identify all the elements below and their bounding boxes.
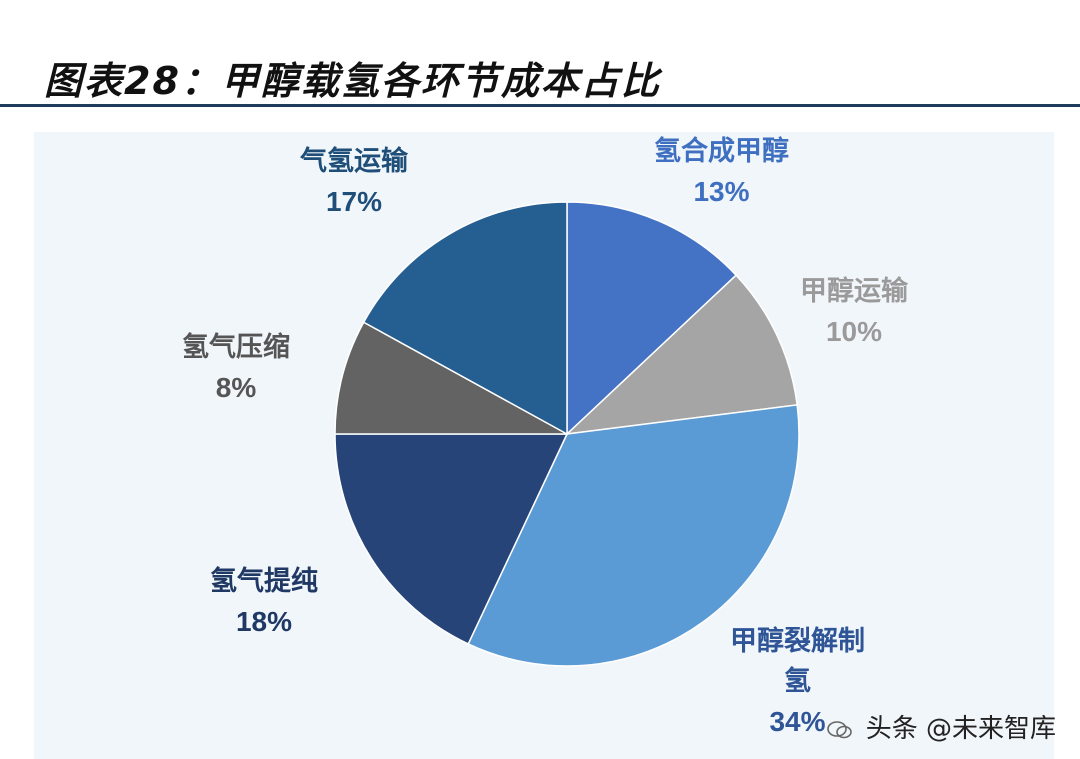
label-methanol-cracking: 甲醇裂解制 氢 34% bbox=[730, 622, 865, 742]
pie-chart bbox=[334, 201, 800, 667]
label-percent: 13% bbox=[693, 176, 750, 207]
pie-slice-0 bbox=[566, 201, 738, 436]
label-gaseous-hydrogen-transport: 气氢运输 17% bbox=[300, 142, 408, 222]
label-text: 氢合成甲醇 bbox=[654, 136, 789, 167]
label-percent: 17% bbox=[325, 186, 383, 217]
chart-title: 图表28：甲醇载氢各环节成本占比 bbox=[44, 59, 661, 103]
watermark-source: 头条 bbox=[865, 714, 918, 744]
label-percent: 10% bbox=[825, 316, 883, 347]
pie-slice-3 bbox=[334, 433, 569, 645]
label-percent: 34% bbox=[769, 706, 826, 737]
pie-slice-2 bbox=[467, 404, 800, 667]
chart-panel: 氢合成甲醇 13% 甲醇运输 10% 甲醇裂解制 氢 34% 氢气提纯 18% … bbox=[34, 132, 1054, 759]
title-divider bbox=[0, 104, 1080, 107]
label-text-line2: 氢 bbox=[784, 666, 811, 697]
label-percent: 18% bbox=[235, 606, 293, 637]
label-hydrogen-purification: 氢气提纯 18% bbox=[210, 562, 318, 642]
pie-slice-1 bbox=[564, 274, 799, 436]
label-text: 甲醇运输 bbox=[800, 276, 908, 307]
label-hydrogen-methanol-synthesis: 氢合成甲醇 13% bbox=[654, 132, 789, 212]
label-text: 气氢运输 bbox=[300, 146, 408, 177]
watermark-handle: @未来智库 bbox=[925, 714, 1056, 744]
label-hydrogen-compression: 氢气压缩 8% bbox=[182, 328, 290, 408]
watermark: 头条 @未来智库 bbox=[827, 708, 1056, 745]
label-methanol-transport: 甲醇运输 10% bbox=[800, 272, 908, 352]
label-text: 氢气提纯 bbox=[210, 566, 318, 597]
pie-slice-4 bbox=[334, 321, 568, 435]
label-text: 氢气压缩 bbox=[182, 332, 290, 363]
label-percent: 8% bbox=[215, 372, 257, 403]
pie-slice-5 bbox=[362, 201, 568, 436]
wechat-icon bbox=[827, 720, 853, 738]
label-text-line1: 甲醇裂解制 bbox=[730, 626, 865, 657]
